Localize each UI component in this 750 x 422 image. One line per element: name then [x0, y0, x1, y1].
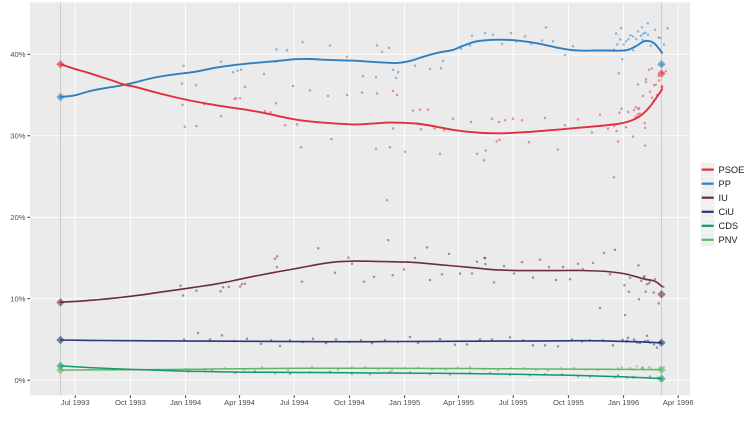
- svg-text:Apr 1996: Apr 1996: [663, 398, 694, 407]
- svg-text:Oct 1994: Oct 1994: [334, 398, 365, 407]
- svg-text:Jul 1993: Jul 1993: [61, 398, 90, 407]
- svg-text:20%: 20%: [10, 213, 25, 222]
- svg-text:PSOE: PSOE: [719, 165, 745, 175]
- svg-text:0%: 0%: [15, 376, 26, 385]
- svg-text:IU: IU: [719, 193, 728, 203]
- svg-text:Jan 1995: Jan 1995: [389, 398, 420, 407]
- svg-text:30%: 30%: [10, 132, 25, 141]
- svg-text:40%: 40%: [10, 50, 25, 59]
- svg-text:Apr 1994: Apr 1994: [224, 398, 255, 407]
- svg-text:10%: 10%: [10, 294, 25, 303]
- svg-text:Oct 1995: Oct 1995: [553, 398, 584, 407]
- svg-text:Apr 1995: Apr 1995: [443, 398, 474, 407]
- svg-text:Jan 1994: Jan 1994: [170, 398, 201, 407]
- svg-text:PP: PP: [719, 179, 731, 189]
- svg-text:CiU: CiU: [719, 207, 735, 217]
- svg-text:Jan 1996: Jan 1996: [608, 398, 639, 407]
- svg-text:Oct 1993: Oct 1993: [115, 398, 146, 407]
- svg-text:CDS: CDS: [719, 221, 739, 231]
- svg-text:PNV: PNV: [719, 235, 739, 245]
- svg-text:Jul 1995: Jul 1995: [499, 398, 528, 407]
- svg-text:Jul 1994: Jul 1994: [280, 398, 309, 407]
